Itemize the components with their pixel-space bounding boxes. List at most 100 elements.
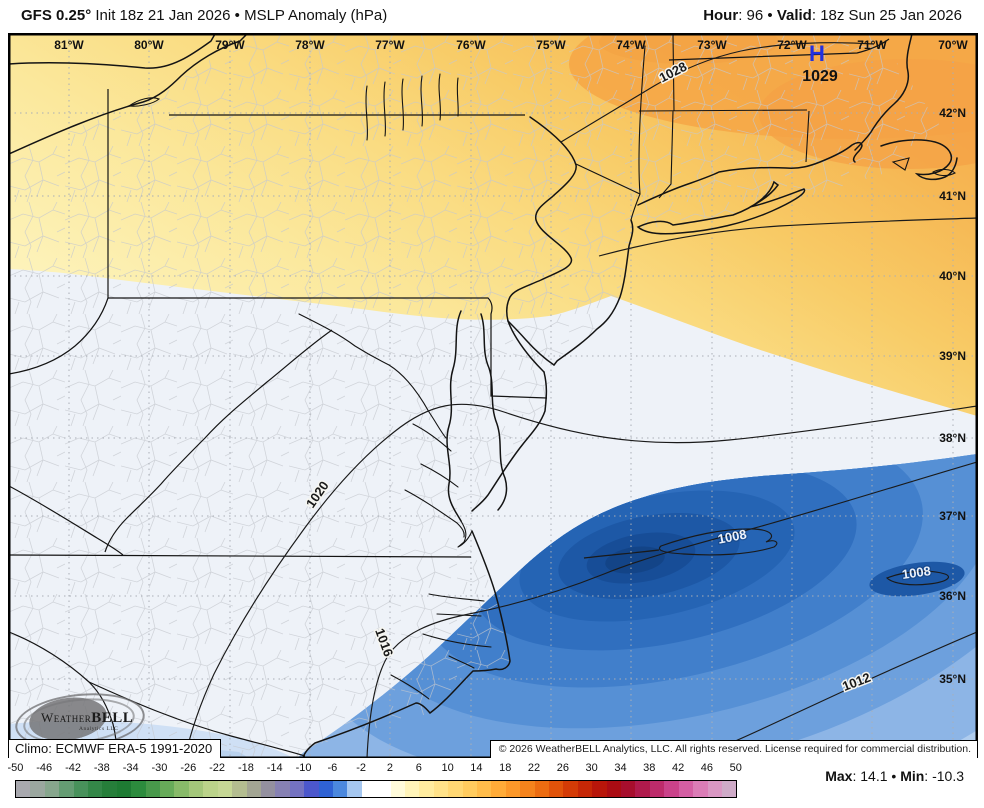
colorbar-cell bbox=[491, 781, 506, 797]
colorbar-cell bbox=[534, 781, 550, 797]
model-name: GFS 0.25° bbox=[21, 7, 92, 24]
colorbar-cell bbox=[304, 781, 319, 797]
valid-time: 18z Sun 25 Jan 2026 bbox=[820, 7, 962, 24]
colorbar-tick: -14 bbox=[266, 762, 283, 774]
colorbar-cell bbox=[419, 781, 434, 797]
colorbar-cell bbox=[160, 781, 175, 797]
high-symbol: H bbox=[809, 41, 825, 66]
weatherbell-logo: WeatherBELL Analytics LLC bbox=[12, 687, 148, 755]
colorbar-cell bbox=[232, 781, 247, 797]
colorbar-tick: -50 bbox=[7, 762, 24, 774]
lon-label: 70°W bbox=[938, 38, 968, 52]
colorbar-tick: 34 bbox=[614, 762, 627, 774]
forecast-hour: 96 bbox=[746, 7, 768, 24]
colorbar-cell bbox=[116, 781, 132, 797]
contour-label: 1008 bbox=[901, 563, 932, 582]
colorbar-cell bbox=[649, 781, 665, 797]
colorbar-cell bbox=[44, 781, 60, 797]
colorbar-cell bbox=[376, 781, 391, 797]
colorbar-cell bbox=[433, 781, 449, 797]
graticule-labels: 81°W 80°W 79°W 78°W 77°W 76°W 75°W 74°W … bbox=[54, 38, 968, 686]
lon-label: 72°W bbox=[777, 38, 807, 52]
colorbar-cell bbox=[174, 781, 189, 797]
colorbar-cell bbox=[549, 781, 564, 797]
colorbar-tick: -22 bbox=[209, 762, 226, 774]
lon-label: 71°W bbox=[857, 38, 887, 52]
anomaly-fill bbox=[9, 34, 977, 758]
colorbar-cell bbox=[635, 781, 650, 797]
colorbar-cell bbox=[721, 781, 737, 797]
colorbar-cell bbox=[217, 781, 233, 797]
colorbar-tick: -10 bbox=[295, 762, 312, 774]
lon-label: 73°W bbox=[697, 38, 727, 52]
header-title: GFS 0.25° Init 18z 21 Jan 2026 • MSLP An… bbox=[21, 7, 388, 24]
colorbar-cell bbox=[563, 781, 578, 797]
colorbar-tick: 38 bbox=[643, 762, 656, 774]
colorbar-cell bbox=[520, 781, 535, 797]
lon-label: 75°W bbox=[536, 38, 566, 52]
colorbar-cell bbox=[707, 781, 722, 797]
colorbar-cell bbox=[477, 781, 492, 797]
max-value: 14.1 bbox=[860, 768, 892, 784]
colorbar-tick: 18 bbox=[499, 762, 512, 774]
copyright-note: © 2026 WeatherBELL Analytics, LLC. All r… bbox=[489, 740, 977, 758]
coastline bbox=[9, 34, 958, 758]
colorbar-tick: -42 bbox=[65, 762, 81, 774]
lat-label: 41°N bbox=[939, 189, 966, 203]
colorbar-tick: 2 bbox=[386, 762, 394, 774]
colorbar-cells bbox=[15, 780, 737, 798]
colorbar-cell bbox=[131, 781, 146, 797]
colorbar-cell bbox=[621, 781, 636, 797]
colorbar-cell bbox=[592, 781, 607, 797]
colorbar-tick: 46 bbox=[700, 762, 714, 774]
colorbar-tick: 10 bbox=[441, 762, 454, 774]
colorbar-cell bbox=[30, 781, 45, 797]
colorbar-cell bbox=[347, 781, 362, 797]
product-name: MSLP Anomaly (hPa) bbox=[239, 7, 388, 24]
map-panel: 81°W 80°W 79°W 78°W 77°W 76°W 75°W 74°W … bbox=[8, 33, 978, 759]
lat-label: 42°N bbox=[939, 106, 966, 120]
colorbar-ticks: -50 -46 -42 -38 -34 -30 -26 -22 -18 -14 -10 -6 -2 2 6 1… bbox=[1, 762, 750, 774]
colorbar-cell bbox=[246, 781, 261, 797]
lon-label: 76°W bbox=[456, 38, 486, 52]
lon-label: 79°W bbox=[215, 38, 245, 52]
lat-label: 37°N bbox=[939, 509, 966, 523]
contour-label: 1008 bbox=[717, 526, 748, 546]
colorbar-cell bbox=[577, 781, 593, 797]
colorbar-tick: 30 bbox=[585, 762, 598, 774]
lon-label: 74°W bbox=[616, 38, 646, 52]
colorbar-cell bbox=[88, 781, 103, 797]
colorbar-cell bbox=[404, 781, 420, 797]
colorbar-cell bbox=[188, 781, 204, 797]
lat-label: 36°N bbox=[939, 589, 966, 603]
colorbar-cell bbox=[318, 781, 333, 797]
colorbar-cell bbox=[390, 781, 405, 797]
colorbar-cell bbox=[59, 781, 74, 797]
logo-wordmark: WeatherBELL bbox=[41, 710, 134, 726]
colorbar-cell bbox=[332, 781, 348, 797]
colorbar-tick: -18 bbox=[237, 762, 254, 774]
colorbar-cell bbox=[693, 781, 708, 797]
colorbar-cell bbox=[73, 781, 89, 797]
lat-label: 40°N bbox=[939, 269, 966, 283]
colorbar-cell bbox=[145, 781, 161, 797]
colorbar-cell bbox=[448, 781, 463, 797]
colorbar-tick: -38 bbox=[93, 762, 110, 774]
map-canvas: 81°W 80°W 79°W 78°W 77°W 76°W 75°W 74°W … bbox=[9, 34, 977, 758]
colorbar-cell bbox=[260, 781, 276, 797]
colorbar-cell bbox=[678, 781, 694, 797]
high-pressure-marker: H 1029 bbox=[802, 41, 838, 85]
lon-label: 78°W bbox=[295, 38, 325, 52]
lon-label: 81°W bbox=[54, 38, 84, 52]
colorbar-cell bbox=[361, 781, 377, 797]
colorbar-cell bbox=[606, 781, 622, 797]
climo-note: Climo: ECMWF ERA-5 1991-2020 bbox=[9, 739, 222, 758]
colorbar-tick: 42 bbox=[671, 762, 685, 774]
lat-label: 38°N bbox=[939, 431, 966, 445]
colorbar-cell bbox=[203, 781, 218, 797]
colorbar-tick: 14 bbox=[470, 762, 483, 774]
graticule bbox=[9, 34, 977, 758]
colorbar-tick: -34 bbox=[122, 762, 139, 774]
colorbar-tick: 50 bbox=[729, 762, 742, 774]
